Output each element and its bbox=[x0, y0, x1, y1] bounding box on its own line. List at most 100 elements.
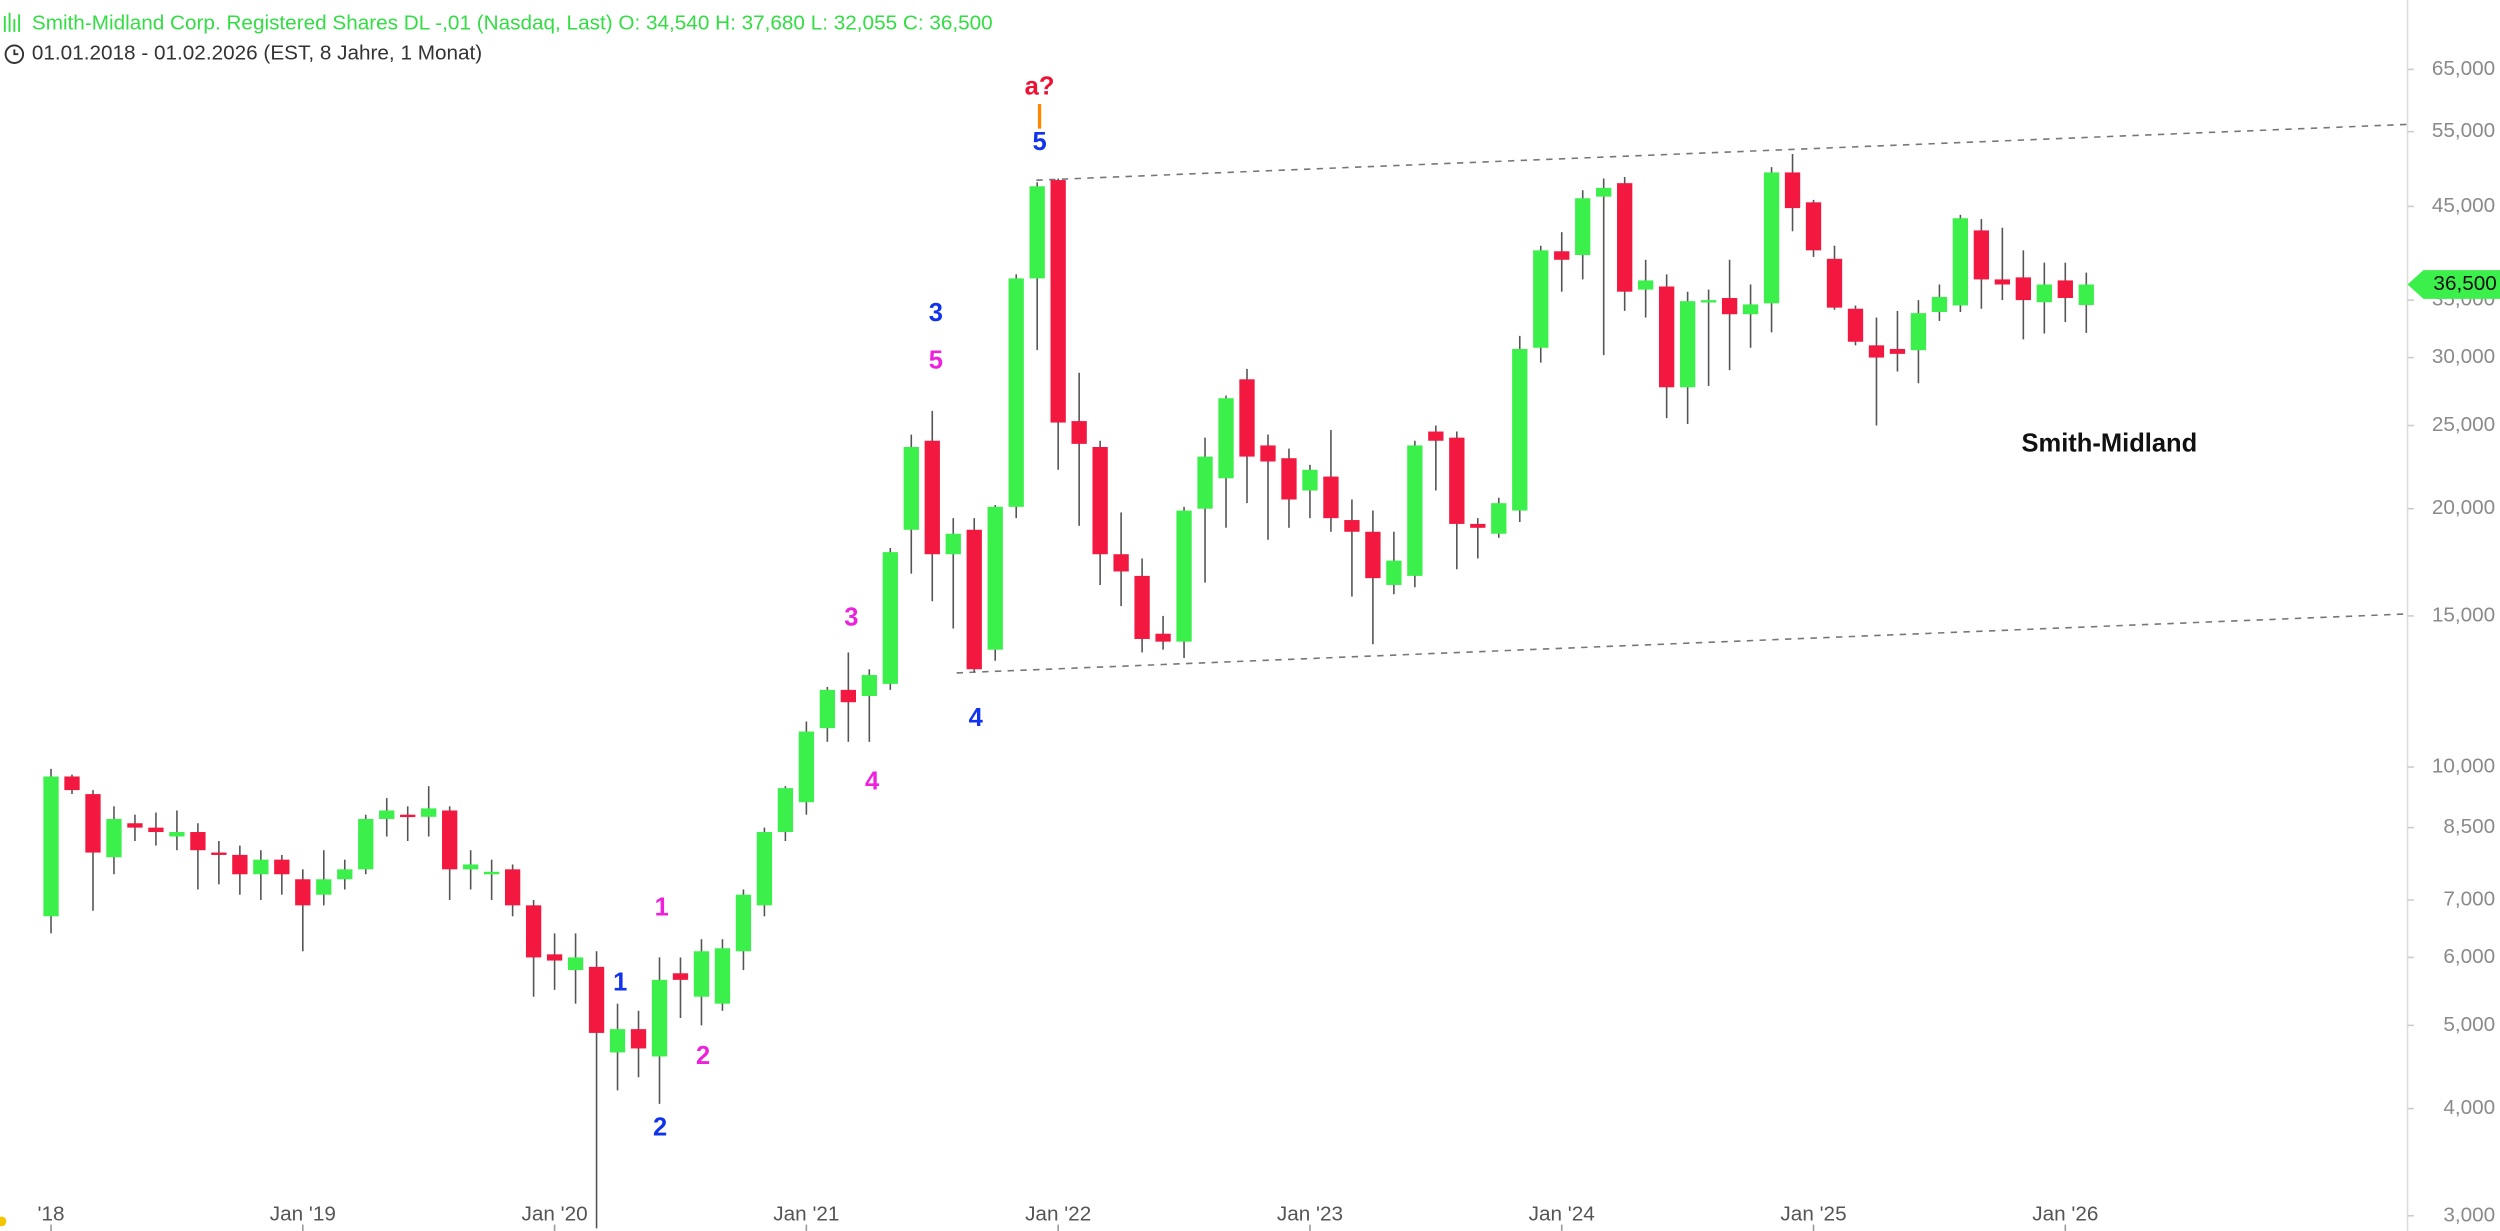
candle-body bbox=[274, 859, 290, 875]
candle-body bbox=[1617, 183, 1633, 292]
candle-body bbox=[1596, 187, 1612, 197]
last-price-label: 36,500 bbox=[2433, 272, 2496, 295]
candle-body bbox=[400, 814, 416, 818]
candle-body bbox=[2036, 284, 2052, 303]
x-tick-label: Jan '20 bbox=[522, 1203, 588, 1226]
y-tick-label: 7,000 bbox=[2443, 887, 2495, 910]
candle-body bbox=[798, 731, 815, 803]
y-tick-label: 65,000 bbox=[2432, 57, 2495, 80]
candle-body bbox=[672, 973, 689, 980]
candle-body bbox=[819, 689, 836, 729]
candle-body bbox=[2078, 284, 2094, 306]
candle-body bbox=[609, 1029, 626, 1053]
y-tick-label: 25,000 bbox=[2432, 413, 2495, 436]
candle-body bbox=[1176, 510, 1192, 642]
candle-body bbox=[64, 776, 80, 791]
candle-body bbox=[1910, 313, 1927, 351]
candle-body bbox=[442, 810, 458, 870]
candle-body bbox=[1407, 445, 1423, 576]
candle-body bbox=[756, 832, 773, 906]
wave-label: 1 bbox=[613, 969, 627, 997]
candle-body bbox=[316, 879, 332, 895]
candle-body bbox=[1638, 280, 1654, 290]
candle-body bbox=[966, 529, 982, 670]
marker-dot bbox=[0, 1216, 7, 1227]
candle-body bbox=[1008, 278, 1024, 507]
candle-body bbox=[651, 979, 668, 1057]
last-price-tag bbox=[2407, 270, 2500, 299]
candle-body bbox=[1868, 345, 1885, 358]
candle-body bbox=[567, 957, 584, 971]
candle-body bbox=[588, 966, 605, 1033]
candle-body bbox=[1092, 447, 1108, 555]
y-tick-label: 55,000 bbox=[2432, 119, 2495, 142]
candle-body bbox=[1134, 575, 1150, 639]
candle-body bbox=[987, 506, 1003, 650]
candle-body bbox=[148, 827, 164, 833]
y-tick-label: 20,000 bbox=[2432, 496, 2495, 519]
x-tick-label: Jan '23 bbox=[1277, 1203, 1343, 1226]
candle-body bbox=[1344, 520, 1360, 532]
candle-body bbox=[504, 869, 521, 906]
candle-body bbox=[882, 552, 898, 684]
candle-body bbox=[1071, 421, 1087, 444]
wave-label: 4 bbox=[865, 768, 880, 796]
candle-body bbox=[1302, 469, 1318, 491]
candle-body bbox=[1721, 297, 1738, 315]
candle-body bbox=[1281, 458, 1297, 500]
candle-body bbox=[924, 440, 940, 555]
candle-body bbox=[232, 854, 248, 875]
y-tick-label: 4,000 bbox=[2443, 1096, 2495, 1119]
clock-icon bbox=[4, 44, 25, 64]
candle-body bbox=[1155, 633, 1171, 642]
candle-body bbox=[1533, 250, 1549, 348]
candle-body bbox=[1470, 523, 1486, 528]
wave-label: 3 bbox=[844, 603, 858, 631]
candle-body bbox=[358, 818, 374, 870]
candle-body bbox=[1491, 503, 1507, 534]
candle-body bbox=[1197, 456, 1213, 509]
wave-label: | bbox=[1036, 101, 1043, 129]
candle-body bbox=[903, 447, 919, 530]
candle-body bbox=[1239, 379, 1255, 457]
candle-body bbox=[463, 864, 479, 870]
wave-label: 4 bbox=[969, 704, 984, 732]
candle-body bbox=[1973, 230, 1990, 280]
y-tick-label: 3,000 bbox=[2443, 1203, 2495, 1226]
y-tick-label: 15,000 bbox=[2432, 603, 2495, 626]
candle-body bbox=[1260, 445, 1276, 462]
candle-body bbox=[1554, 251, 1570, 260]
candle-body bbox=[1050, 180, 1066, 423]
wave-label: 5 bbox=[929, 347, 943, 375]
candle-body bbox=[421, 808, 437, 817]
x-tick-label: Jan '19 bbox=[270, 1203, 336, 1226]
candle-body bbox=[693, 951, 710, 997]
candle-body bbox=[2015, 277, 2031, 301]
candle-body bbox=[1428, 431, 1444, 441]
candle-body bbox=[379, 810, 395, 819]
candle-body bbox=[777, 788, 794, 833]
candle-body bbox=[169, 832, 185, 837]
x-tick-label: Jan '22 bbox=[1025, 1203, 1091, 1226]
candle-body bbox=[861, 675, 877, 696]
candle-body bbox=[1931, 296, 1948, 313]
wave-label: 5 bbox=[1032, 128, 1046, 156]
candle-body bbox=[1029, 186, 1045, 279]
candle-body bbox=[1575, 198, 1591, 256]
chart-title: Smith-Midland Corp. Registered Shares DL… bbox=[32, 11, 993, 34]
candle-body bbox=[546, 954, 563, 961]
x-tick-label: Jan '26 bbox=[2032, 1203, 2098, 1226]
y-tick-label: 8,500 bbox=[2443, 815, 2495, 838]
candle-body bbox=[1763, 172, 1780, 304]
candle-body bbox=[1365, 531, 1381, 579]
x-tick-label: '18 bbox=[38, 1203, 65, 1226]
candle-body bbox=[127, 823, 143, 828]
candle-body bbox=[211, 852, 227, 855]
wave-label: 3 bbox=[929, 299, 943, 327]
candle-body bbox=[1323, 476, 1339, 519]
wave-label: 1 bbox=[655, 894, 669, 922]
trend-line-upper bbox=[1036, 123, 2408, 181]
candle-body bbox=[735, 894, 752, 952]
candle-body bbox=[337, 869, 353, 880]
candle-body bbox=[253, 859, 269, 875]
